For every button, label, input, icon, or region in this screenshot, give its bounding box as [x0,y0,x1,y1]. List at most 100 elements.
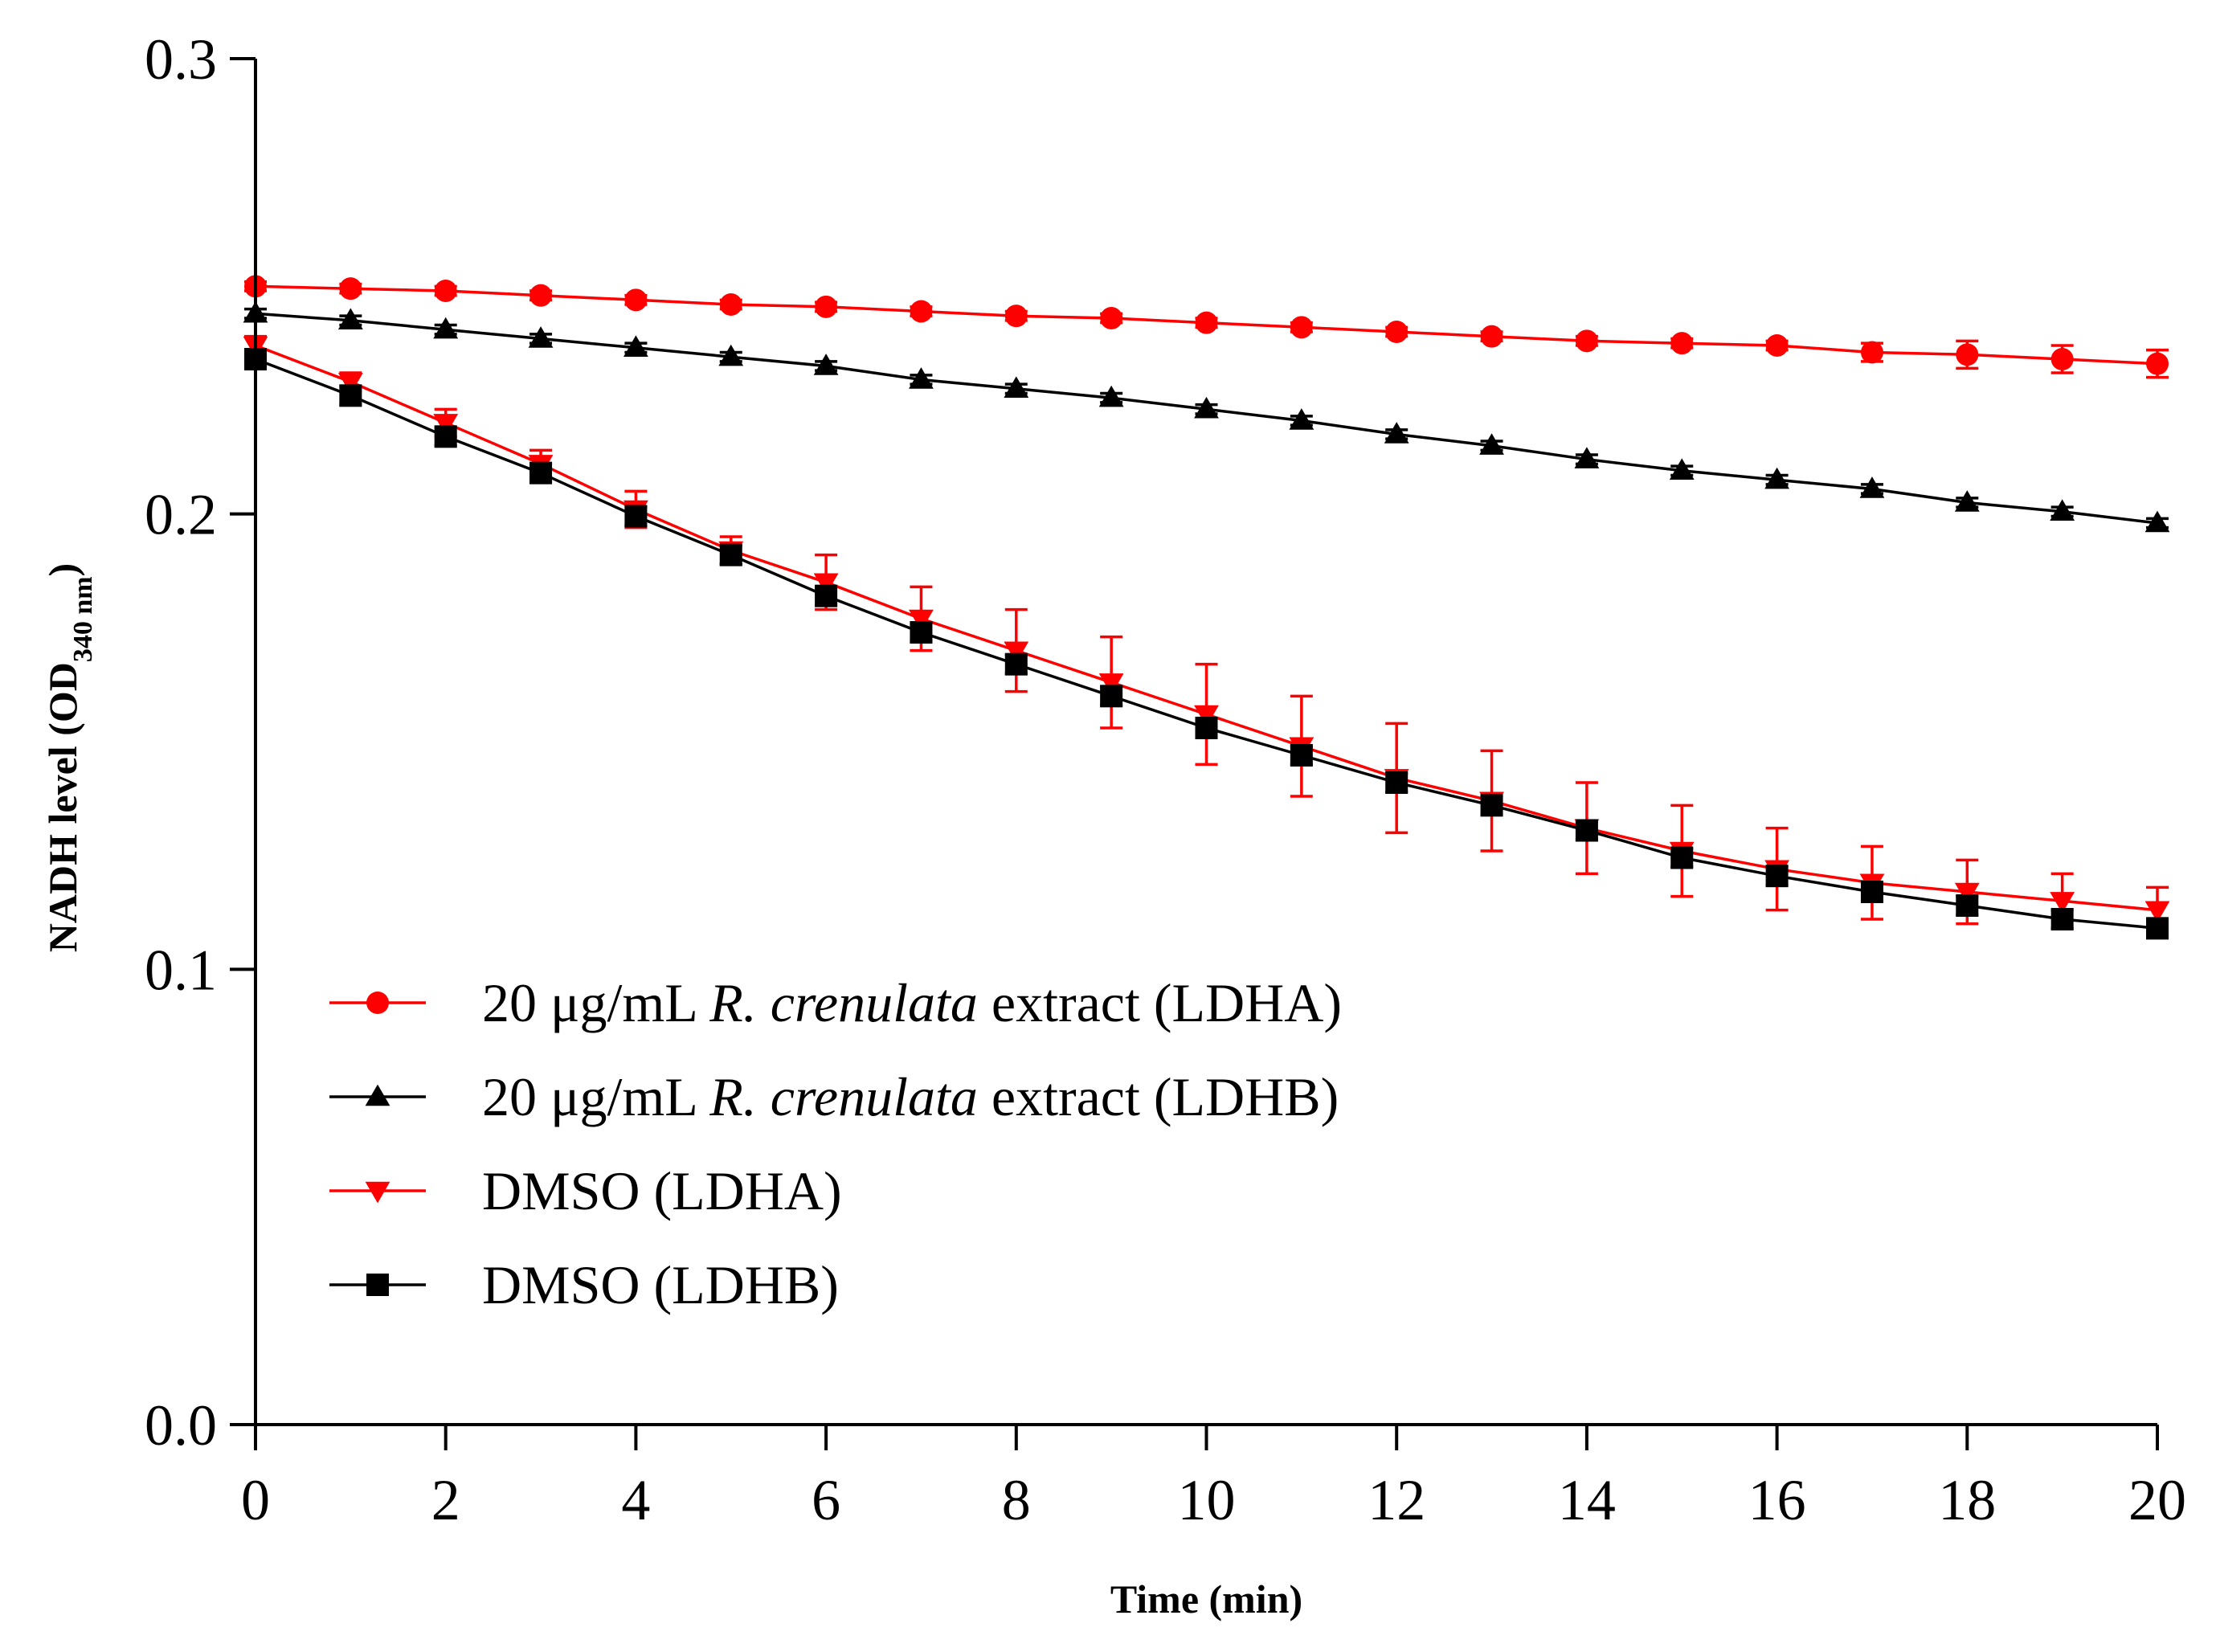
data-point-triangle-up [1764,467,1789,489]
data-point-triangle-down [1004,641,1029,664]
data-point-circle [2050,348,2074,370]
data-point-square [529,461,553,485]
data-point-square [815,584,838,607]
data-point-circle [1480,325,1503,348]
data-point-square [2146,917,2169,940]
data-point-circle [1100,307,1123,329]
data-point-circle [1670,332,1694,355]
x-tick-label: 18 [1938,1468,1996,1532]
data-point-triangle-up [2050,499,2075,521]
data-point-circle [1575,329,1598,353]
x-tick-label: 8 [1002,1468,1031,1532]
data-point-triangle-down [2144,901,2170,923]
y-tick-label: 0.1 [145,938,217,1002]
data-point-triangle-down [433,414,459,435]
data-point-square [1195,717,1218,739]
x-tick-label: 6 [812,1468,840,1532]
x-tick-label: 2 [431,1468,460,1532]
axes [230,57,2159,1450]
error-bars [244,280,2169,939]
data-point-square [910,621,933,644]
legend-marker-square [366,1274,389,1296]
data-point-circle [719,293,742,316]
data-point-triangle-up [1479,433,1504,455]
data-point-triangle-up [1194,396,1219,419]
data-point-triangle-up [1859,476,1885,498]
data-point-triangle-down [909,609,934,632]
data-point-square [1956,894,1979,917]
data-point-circle [1385,321,1409,343]
data-point-square [1100,685,1123,708]
data-point-triangle-up [813,354,839,375]
data-point-triangle-up [2144,510,2170,533]
data-point-triangle-up [1289,408,1314,430]
series-line-2 [255,344,2158,912]
legend-marker-circle [366,992,389,1014]
data-point-circle [1004,305,1028,328]
data-point-triangle-up [718,344,744,366]
data-point-square [719,543,742,566]
data-point-square [1575,819,1598,842]
legend-label: 20 μg/mL R. crenulata extract (LDHB) [482,1066,1339,1127]
data-point-triangle-down [1954,882,1980,905]
data-point-triangle-up [1384,422,1409,444]
data-point-square [1385,771,1409,794]
x-tick-label: 16 [1748,1468,1806,1532]
data-point-square [624,505,648,528]
legend: 20 μg/mL R. crenulata extract (LDHA) 20 μ… [329,972,1342,1315]
legend-entry-0: 20 μg/mL R. crenulata extract (LDHA) [329,972,1342,1033]
x-tick-label: 14 [1558,1468,1616,1532]
data-point-triangle-up [624,335,648,358]
series-lines [255,284,2158,930]
data-point-square [339,384,362,407]
data-point-triangle-up [1669,458,1695,480]
data-point-circle [1195,311,1218,334]
data-point-triangle-up [909,367,934,389]
data-point-circle [815,295,838,318]
data-point-square [1765,865,1789,888]
data-point-square [1290,744,1313,767]
y-tick-label: 0.2 [145,483,217,547]
data-point-triangle-up [1004,376,1029,399]
y-tick-label: 0.3 [145,27,217,92]
series-markers [243,275,2170,940]
data-point-circle [339,277,362,301]
data-point-square [434,425,457,448]
data-point-circle [434,280,457,302]
axis-labels: 0.0 0.1 0.2 0.3 0 2 4 6 8 10 12 14 16 18 20 Time (min) N… [40,27,2186,1621]
x-axis-title: Time (min) [1110,1576,1302,1621]
legend-label: DMSO (LDHB) [482,1254,839,1315]
data-point-circle [529,284,553,307]
data-point-triangle-up [528,326,554,348]
data-point-triangle-up [1098,385,1124,407]
data-point-triangle-down [813,573,839,595]
legend-label: 20 μg/mL R. crenulata extract (LDHA) [482,972,1342,1033]
data-point-circle [2146,352,2169,375]
data-point-circle [1290,316,1313,339]
data-point-square [1860,881,1883,903]
legend-entry-2: DMSO (LDHA) [329,1160,842,1221]
legend-label: DMSO (LDHA) [482,1160,842,1221]
x-tick-label: 4 [621,1468,650,1532]
data-point-square [2050,908,2074,930]
data-point-triangle-up [1954,490,1980,512]
legend-marker-triangle-up [365,1084,390,1106]
x-tick-label: 20 [2128,1468,2186,1532]
legend-entry-3: DMSO (LDHB) [329,1254,839,1315]
x-tick-label: 10 [1178,1468,1236,1532]
y-axis-title: NADH level (OD340 nm) [40,563,98,952]
data-point-square [1004,652,1028,676]
data-point-circle [624,288,648,312]
series-line-3 [255,358,2158,930]
data-point-triangle-up [433,317,459,339]
data-point-triangle-down [2050,892,2075,914]
data-point-square [1480,794,1503,817]
data-point-triangle-up [1574,447,1600,468]
y-tick-label: 0.0 [145,1393,217,1458]
data-point-circle [910,300,933,323]
x-tick-label: 12 [1368,1468,1425,1532]
data-point-triangle-up [337,308,363,330]
data-point-triangle-down [1194,705,1219,727]
legend-entry-1: 20 μg/mL R. crenulata extract (LDHB) [329,1066,1339,1127]
